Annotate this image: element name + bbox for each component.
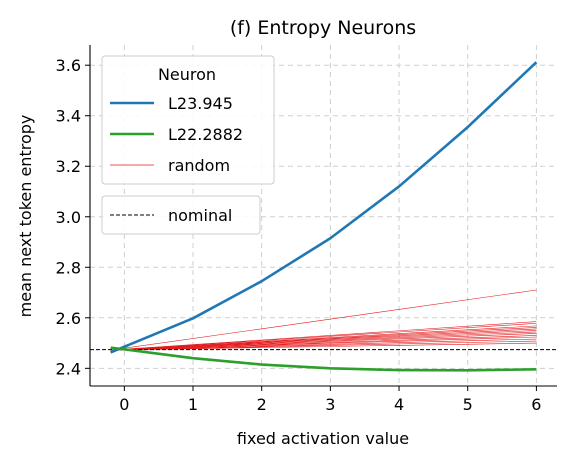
legend: Neuron L23.945 L22.2882 random [101,55,275,185]
y-axis-label: mean next token entropy [16,115,35,318]
x-tick-label: 4 [394,395,404,414]
x-tick-label: 6 [531,395,541,414]
legend-title: Neuron [158,65,216,84]
random-series-line [110,338,537,351]
x-tick-label: 5 [463,395,473,414]
legend-nominal-box [101,195,261,235]
y-tick-label: 3.0 [56,208,81,227]
y-tick-label: 2.8 [56,258,81,277]
legend-label-l22-2882: L22.2882 [168,125,243,144]
legend-box [101,55,275,185]
x-tick-label: 1 [188,395,198,414]
y-tick-label: 2.4 [56,359,81,378]
y-tick-label: 2.6 [56,309,81,328]
random-series-line [110,323,537,351]
series-line-l23-945 [110,61,538,354]
random-series-line [110,289,537,351]
random-series-line [110,336,537,351]
legend-label-nominal: nominal [168,206,232,225]
x-tick-label: 2 [257,395,267,414]
x-tick-label: 3 [325,395,335,414]
random-series-lines [110,289,537,351]
random-series-line [110,340,537,351]
x-axis-label: fixed activation value [237,429,409,448]
legend-label-random: random [168,156,230,175]
random-series-line [110,333,537,351]
y-tick-label: 3.2 [56,157,81,176]
y-tick-label: 3.6 [56,56,81,75]
random-series-line [110,342,537,351]
legend-nominal: nominal [101,195,261,235]
legend-label-l23-945: L23.945 [168,94,233,113]
axis-ticks: 0 1 2 3 4 5 6 2.4 2.6 2.8 3.0 3.2 3.4 3.6 [56,56,542,414]
x-tick-label: 0 [119,395,129,414]
chart-title: (f) Entropy Neurons [230,17,416,39]
neuron-series-lines [110,61,538,372]
y-tick-label: 3.4 [56,107,81,126]
series-line-l22-2882 [110,346,537,372]
